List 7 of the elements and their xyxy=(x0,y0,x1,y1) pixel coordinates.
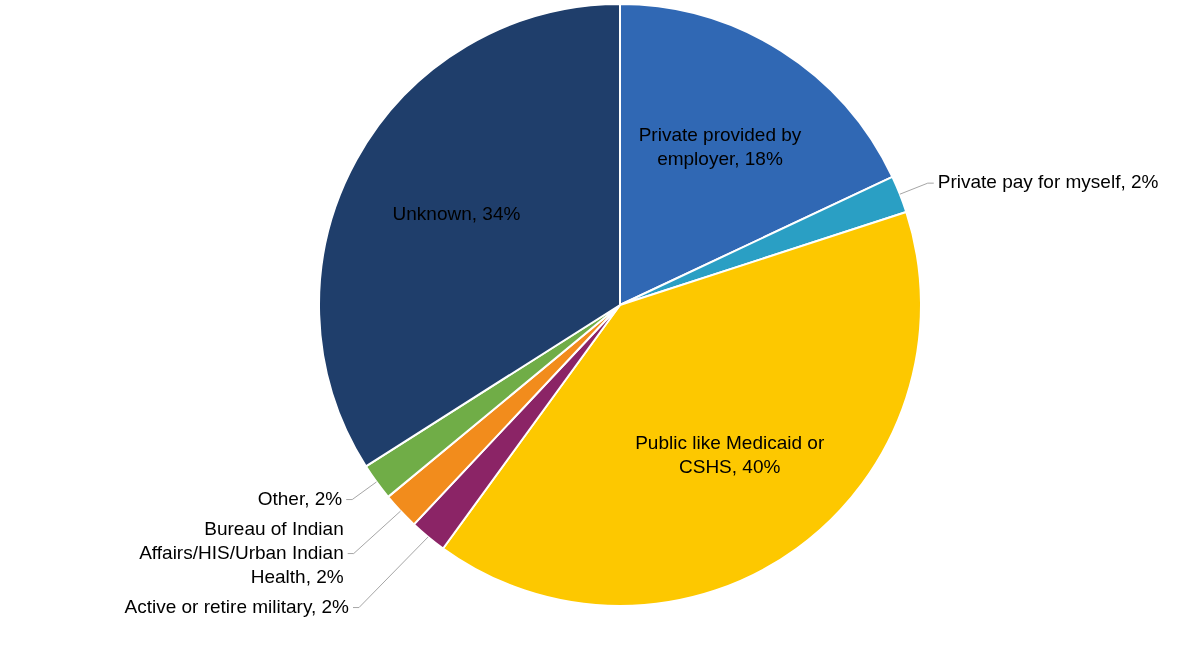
slice-label: Public like Medicaid or CSHS, 40% xyxy=(635,432,825,478)
slice-label: Private provided by employer, 18% xyxy=(638,123,802,169)
slice-label: Active or retire military, 2% xyxy=(124,595,350,617)
slice-label: Unknown, 34% xyxy=(392,203,521,225)
slice-label: Other, 2% xyxy=(257,487,343,509)
slice-label: Bureau of Indian Affairs/HIS/Urban Indian Health, 2% xyxy=(139,517,344,587)
slice-label: Private pay for myself, 2% xyxy=(937,171,1159,193)
